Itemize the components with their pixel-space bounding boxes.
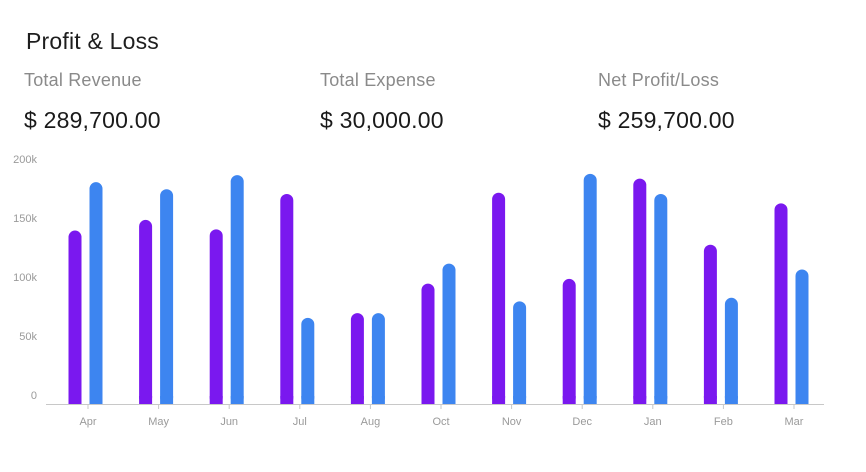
bar-base-series-b-dec	[583, 396, 597, 404]
bar-base-series-b-jul	[301, 396, 315, 404]
bar-base-series-a-jul	[280, 396, 294, 404]
bar-base-series-a-aug	[350, 396, 364, 404]
x-tick-label: Jan	[644, 416, 662, 428]
bar-series-a-oct	[421, 283, 435, 404]
bar-series-b-may	[160, 189, 174, 404]
bar-series-b-oct	[442, 263, 456, 404]
bar-base-series-a-feb	[703, 396, 717, 404]
bar-base-series-b-oct	[442, 396, 456, 404]
total-revenue-label: Total Revenue	[24, 70, 142, 90]
x-tick-label: Jul	[293, 416, 307, 428]
bar-series-b-nov	[513, 301, 527, 404]
bar-base-series-a-jan	[633, 396, 647, 404]
y-tick-label: 100k	[13, 272, 37, 284]
total-expense-value: $ 30,000.00	[320, 107, 444, 133]
total-expense-card: Total Expense $ 30,000.00	[320, 70, 444, 134]
y-tick-label: 200k	[13, 154, 37, 166]
bar-base-series-b-jan	[654, 396, 668, 404]
bar-series-a-apr	[68, 230, 82, 404]
bar-series-b-dec	[583, 173, 597, 404]
bar-series-a-may	[139, 219, 153, 404]
bar-base-series-a-may	[139, 396, 153, 404]
x-tick-label: Apr	[79, 416, 96, 428]
x-tick-label: Nov	[502, 416, 522, 428]
bar-base-series-a-oct	[421, 396, 435, 404]
x-tick-label: Mar	[785, 416, 804, 428]
net-profit-loss-card: Net Profit/Loss $ 259,700.00	[598, 70, 735, 134]
bar-base-series-a-jun	[209, 396, 223, 404]
bar-series-a-feb	[703, 244, 717, 404]
bar-base-series-b-feb	[724, 396, 738, 404]
x-tick-label: Feb	[714, 416, 733, 428]
bar-series-a-aug	[350, 313, 364, 404]
page-title: Profit & Loss	[26, 28, 159, 54]
bar-base-series-a-dec	[562, 396, 576, 404]
bar-base-series-a-apr	[68, 396, 82, 404]
bar-series-a-dec	[562, 278, 576, 404]
bar-series-a-nov	[492, 192, 506, 404]
bar-base-series-a-mar	[774, 396, 788, 404]
total-expense-label: Total Expense	[320, 70, 436, 90]
bar-series-a-jun	[209, 229, 223, 404]
net-profit-loss-label: Net Profit/Loss	[598, 70, 720, 90]
bar-series-a-jul	[280, 193, 294, 404]
bar-series-b-mar	[795, 269, 809, 404]
y-tick-label: 150k	[13, 213, 37, 225]
x-tick-label: Oct	[432, 416, 449, 428]
x-tick-label: May	[148, 416, 169, 428]
bar-series-b-apr	[89, 182, 103, 404]
bar-series-b-jun	[230, 175, 244, 404]
bar-base-series-b-apr	[89, 396, 103, 404]
net-profit-loss-value: $ 259,700.00	[598, 107, 735, 133]
bar-base-series-b-aug	[371, 396, 385, 404]
x-tick-label: Aug	[361, 416, 381, 428]
bar-series-a-jan	[633, 178, 647, 404]
total-revenue-value: $ 289,700.00	[24, 107, 161, 133]
bar-series-b-feb	[724, 297, 738, 404]
bar-base-series-b-may	[160, 396, 174, 404]
bar-series-b-jul	[301, 317, 315, 404]
bar-base-series-b-mar	[795, 396, 809, 404]
y-tick-label: 50k	[19, 331, 37, 343]
x-tick-label: Jun	[220, 416, 238, 428]
bar-base-series-b-nov	[513, 396, 527, 404]
bar-series-a-mar	[774, 203, 788, 404]
bar-base-series-b-jun	[230, 396, 244, 404]
bar-series-b-aug	[371, 313, 385, 404]
x-tick-label: Dec	[572, 416, 592, 428]
y-tick-label: 0	[31, 390, 37, 402]
total-revenue-card: Total Revenue $ 289,700.00	[24, 70, 161, 134]
bar-series-b-jan	[654, 193, 668, 404]
bar-base-series-a-nov	[492, 396, 506, 404]
